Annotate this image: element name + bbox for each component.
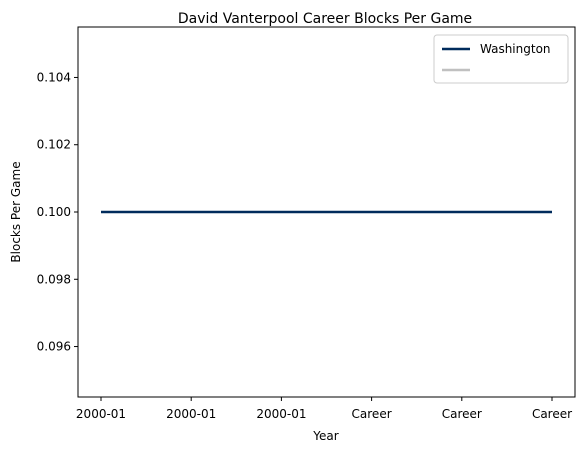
y-tick-label: 0.104 <box>37 70 71 84</box>
x-tick-label: 2000-01 <box>166 407 216 421</box>
x-axis: 2000-01 2000-01 2000-01 Career Career Career <box>76 397 572 421</box>
y-axis-label: Blocks Per Game <box>9 161 23 262</box>
y-tick-label: 0.098 <box>37 272 71 286</box>
x-tick-label: Career <box>442 407 482 421</box>
x-tick-label: Career <box>352 407 392 421</box>
y-tick-label: 0.100 <box>37 205 71 219</box>
y-tick-label: 0.102 <box>37 138 71 152</box>
legend: Washington <box>433 34 569 84</box>
plot-frame <box>77 26 576 398</box>
x-tick-label: Career <box>532 407 572 421</box>
chart-title: David Vanterpool Career Blocks Per Game <box>178 11 472 27</box>
legend-label: Washington <box>480 42 551 56</box>
x-tick-label: 2000-01 <box>256 407 306 421</box>
y-tick-label: 0.096 <box>37 340 71 354</box>
y-axis: 0.096 0.098 0.100 0.102 0.104 <box>37 70 78 354</box>
x-axis-label: Year <box>312 429 338 443</box>
x-tick-label: 2000-01 <box>76 407 126 421</box>
